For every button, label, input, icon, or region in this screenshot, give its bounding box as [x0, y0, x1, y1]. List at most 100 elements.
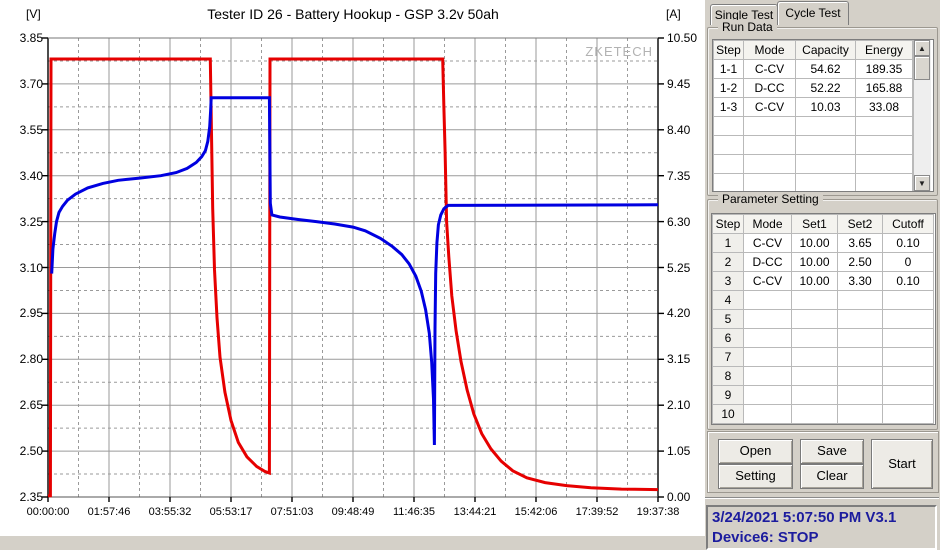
table-cell[interactable]	[791, 404, 838, 424]
table-cell[interactable]: C-CV	[743, 271, 792, 291]
table-cell[interactable]	[882, 347, 934, 367]
table-cell[interactable]	[837, 347, 883, 367]
column-header: Step	[712, 214, 744, 234]
open-button[interactable]: Open	[718, 439, 793, 464]
table-cell[interactable]	[743, 328, 792, 348]
table-cell	[795, 173, 856, 191]
column-header: Set2	[837, 214, 883, 234]
table-cell[interactable]: 10.00	[791, 271, 838, 291]
x-axis-tick-label: 05:53:17	[209, 506, 253, 518]
table-cell[interactable]: 0.10	[882, 271, 934, 291]
x-axis-tick-label: 11:46:35	[392, 506, 435, 518]
table-cell[interactable]: 1	[712, 233, 744, 253]
table-cell[interactable]	[837, 366, 883, 386]
table-cell[interactable]	[743, 309, 792, 329]
save-button[interactable]: Save	[800, 439, 864, 464]
right-axis-tick-label: 2.10	[667, 398, 691, 413]
table-cell[interactable]: 8	[712, 366, 744, 386]
table-row: 1-3 C-CV 10.03 33.08	[713, 97, 913, 117]
zketech-watermark: ZKETECH	[585, 44, 653, 59]
x-axis-tick-label: 15:42:06	[514, 506, 558, 518]
table-cell[interactable]	[882, 366, 934, 386]
table-cell[interactable]	[791, 328, 838, 348]
scrollbar-up-icon[interactable]: ▲	[914, 40, 930, 56]
table-cell[interactable]	[743, 366, 792, 386]
table-cell[interactable]: 3.30	[837, 271, 883, 291]
table-cell[interactable]	[882, 309, 934, 329]
table-cell[interactable]: 0.10	[882, 233, 934, 253]
table-cell[interactable]: 7	[712, 347, 744, 367]
table-cell[interactable]	[837, 290, 883, 310]
buttons-panel: Open Save Setting Clear Start	[707, 431, 939, 493]
table-cell[interactable]	[791, 385, 838, 405]
table-row	[713, 154, 913, 174]
voltage-curve	[50, 96, 659, 446]
table-cell[interactable]	[837, 328, 883, 348]
table-cell[interactable]	[743, 347, 792, 367]
table-cell	[743, 154, 796, 174]
table-cell	[743, 135, 796, 155]
tab-cycle-test[interactable]: Cycle Test	[777, 1, 849, 25]
right-axis-tick-label: 6.30	[667, 214, 691, 229]
table-cell[interactable]: 10.00	[791, 233, 838, 253]
x-axis-tick-label: 19:37:38	[636, 506, 680, 518]
table-cell[interactable]: C-CV	[743, 233, 792, 253]
table-cell[interactable]	[882, 404, 934, 424]
table-row: 5	[712, 309, 934, 329]
table-cell[interactable]	[882, 328, 934, 348]
x-axis-tick-label: 07:51:03	[270, 506, 314, 518]
table-cell[interactable]	[791, 290, 838, 310]
table-cell[interactable]: D-CC	[743, 252, 792, 272]
column-header: Step	[713, 40, 744, 60]
table-cell[interactable]	[791, 347, 838, 367]
table-cell[interactable]: 2.50	[837, 252, 883, 272]
right-axis-tick-label: 1.05	[667, 444, 691, 459]
table-cell[interactable]: 4	[712, 290, 744, 310]
start-button[interactable]: Start	[871, 439, 933, 489]
table-cell[interactable]	[791, 366, 838, 386]
run-data-group-label: Run Data	[718, 20, 777, 34]
table-cell[interactable]	[837, 309, 883, 329]
table-cell[interactable]: 10.00	[791, 252, 838, 272]
separator	[705, 497, 939, 499]
right-axis-tick-label: 0.00	[667, 490, 691, 504]
scrollbar-thumb[interactable]	[914, 56, 930, 80]
table-cell[interactable]: 6	[712, 328, 744, 348]
table-cell[interactable]: 3	[712, 271, 744, 291]
table-cell[interactable]: 2	[712, 252, 744, 272]
table-cell[interactable]	[791, 309, 838, 329]
tab-single-test[interactable]: Single Test	[710, 4, 778, 25]
table-cell: 52.22	[795, 78, 856, 98]
table-row: 9	[712, 385, 934, 405]
table-row	[713, 173, 913, 191]
table-cell[interactable]	[882, 290, 934, 310]
left-axis-tick-label: 2.50	[19, 444, 43, 459]
table-cell[interactable]: 3.65	[837, 233, 883, 253]
right-axis-tick-label: 10.50	[667, 31, 698, 45]
scrollbar-down-icon[interactable]: ▼	[914, 175, 930, 191]
table-cell: C-CV	[743, 97, 796, 117]
table-cell[interactable]	[743, 404, 792, 424]
clear-button[interactable]: Clear	[800, 464, 864, 489]
table-cell[interactable]	[837, 385, 883, 405]
table-cell[interactable]: 9	[712, 385, 744, 405]
left-axis-tick-label: 3.55	[19, 122, 43, 137]
table-cell[interactable]: 5	[712, 309, 744, 329]
left-axis-tick-label: 3.70	[19, 76, 43, 91]
table-cell[interactable]	[743, 385, 792, 405]
table-cell[interactable]	[882, 385, 934, 405]
status-device-state: Device6: STOP	[712, 529, 819, 546]
x-axis-tick-label: 01:57:46	[87, 506, 131, 518]
setting-button[interactable]: Setting	[718, 464, 793, 489]
table-cell[interactable]: 0	[882, 252, 934, 272]
table-cell[interactable]	[743, 290, 792, 310]
left-axis-unit: [V]	[26, 7, 41, 21]
table-cell[interactable]: 10	[712, 404, 744, 424]
parameter-table-wrap: Step Mode Set1 Set2 Cutoff 1 C-CV 10.00 3.65 0.1…	[711, 213, 936, 425]
run-data-scrollbar[interactable]: ▲ ▼	[913, 40, 931, 191]
table-cell[interactable]	[837, 404, 883, 424]
run-data-header-row: Step Mode Capacity Energy	[713, 40, 913, 60]
table-cell	[855, 173, 913, 191]
table-cell: D-CC	[743, 78, 796, 98]
